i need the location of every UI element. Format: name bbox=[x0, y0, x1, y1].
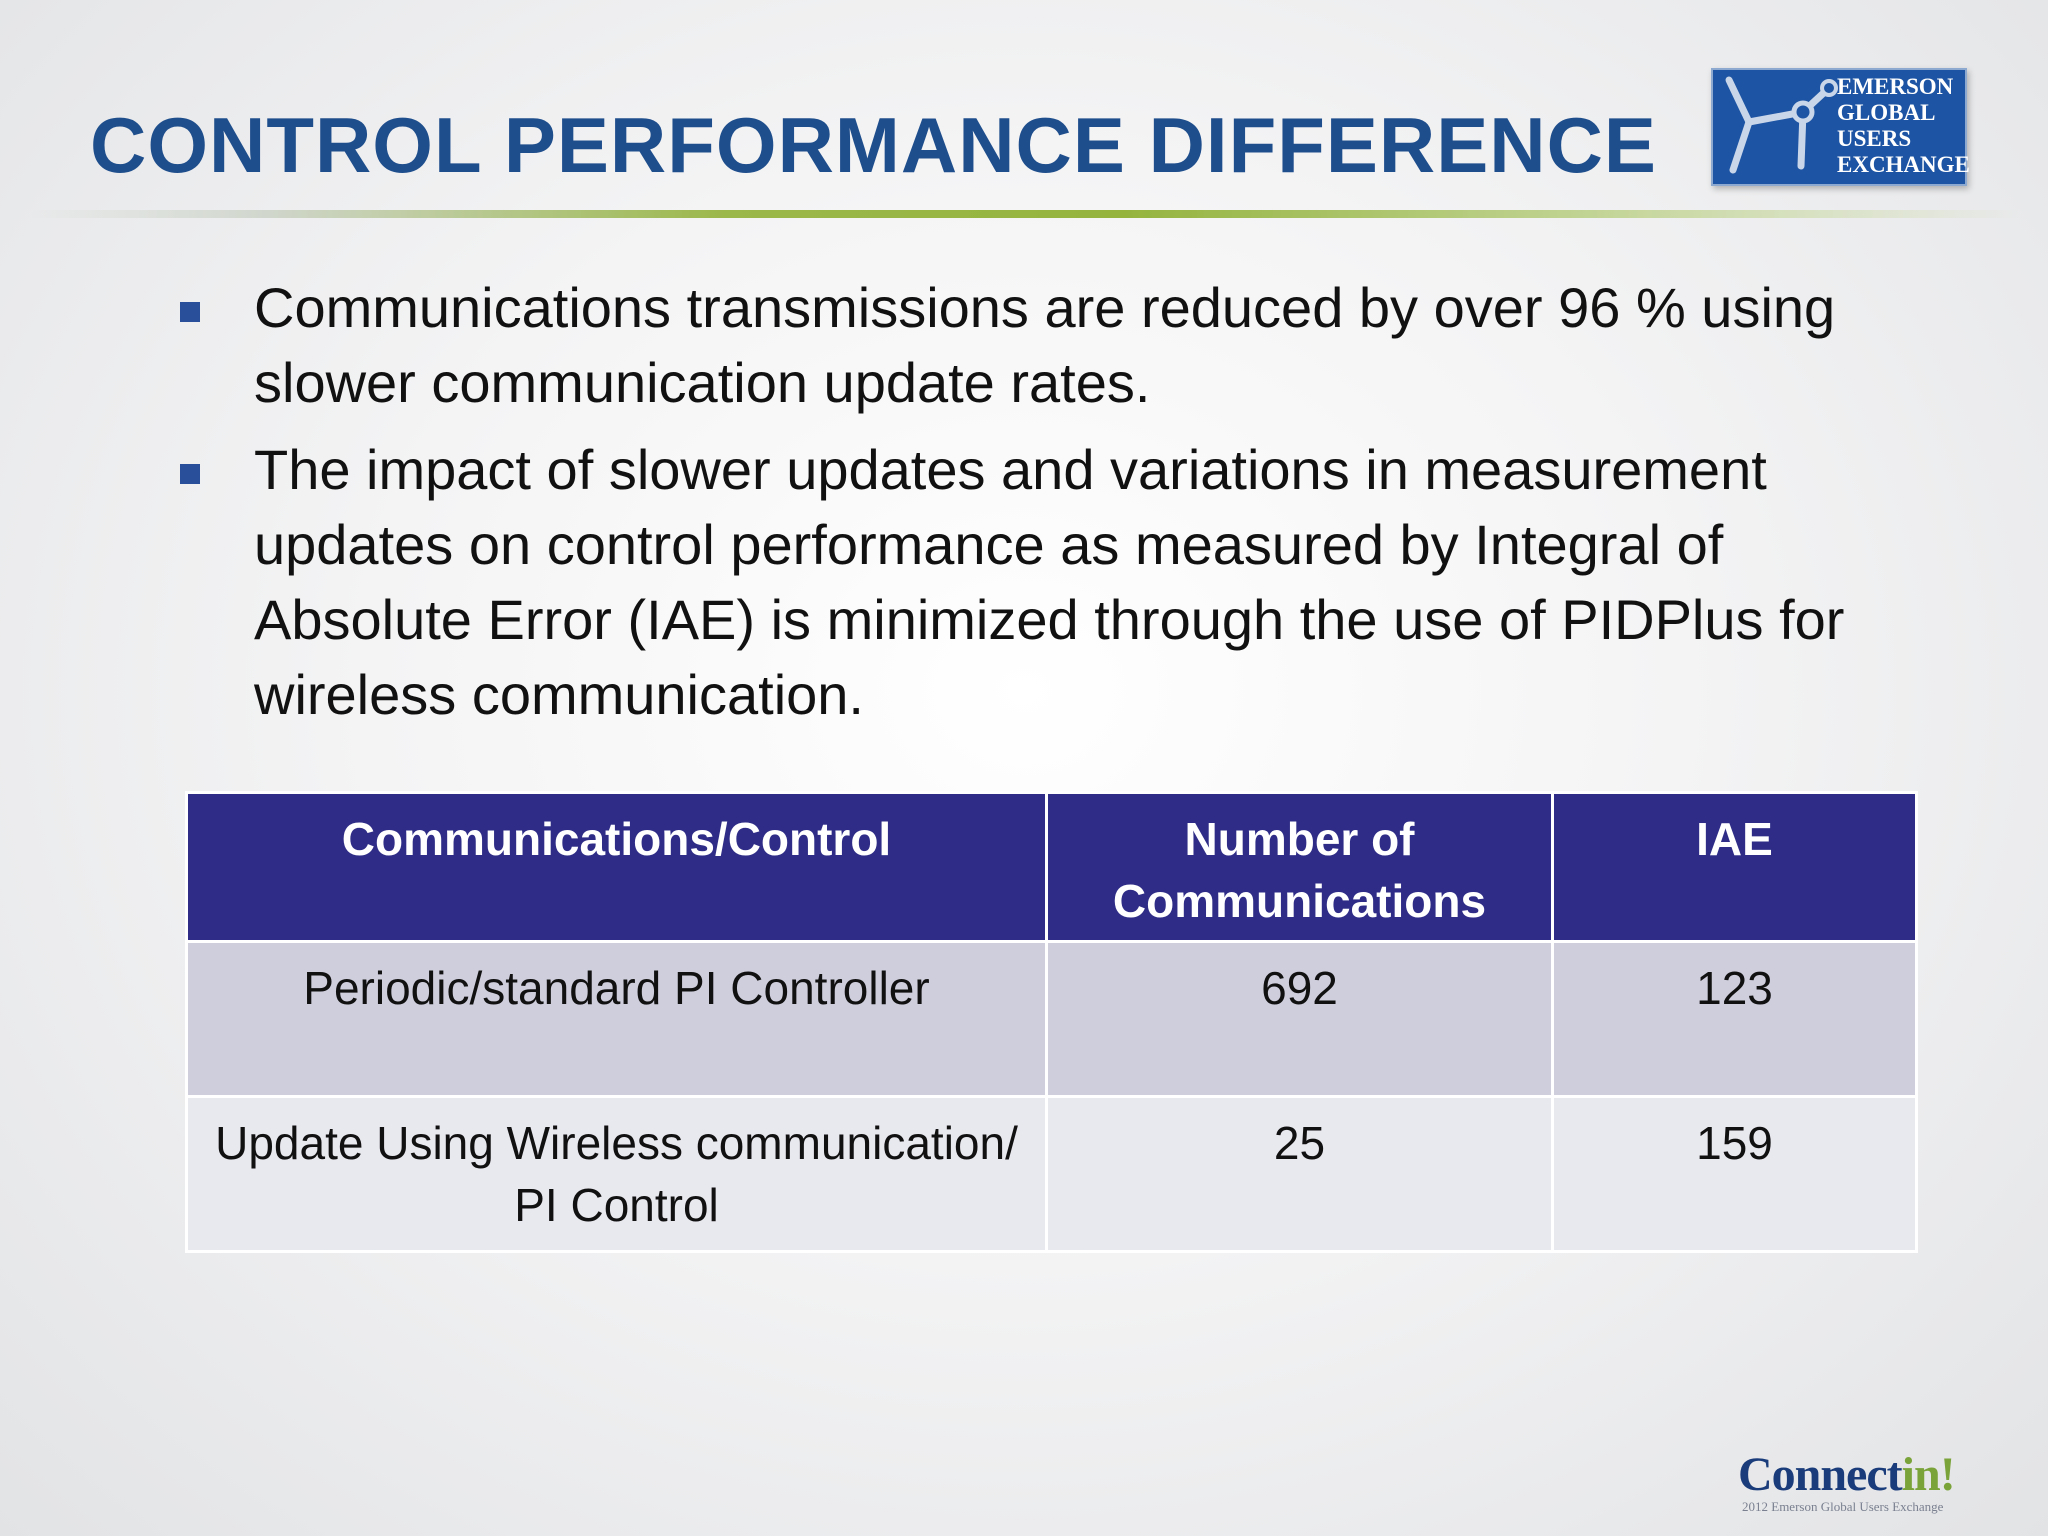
bullet-item: Communications transmissions are reduced… bbox=[180, 270, 1880, 420]
table-cell-iae: 123 bbox=[1551, 940, 1918, 1098]
title-divider bbox=[30, 210, 2020, 218]
logo-line-4: Exchange bbox=[1837, 152, 1970, 177]
table-cell-communications: 25 bbox=[1045, 1095, 1554, 1253]
connect-in-logo: Connectin! 2012 Emerson Global Users Exc… bbox=[1738, 1449, 2018, 1519]
table-cell-method: Update Using Wireless communication/ PI … bbox=[185, 1095, 1048, 1253]
bullet-text: The impact of slower updates and variati… bbox=[254, 438, 1845, 726]
bullet-list: Communications transmissions are reduced… bbox=[180, 270, 1880, 744]
table-row: Update Using Wireless communication/ PI … bbox=[185, 1095, 1918, 1253]
page-title: CONTROL PERFORMANCE DIFFERENCE bbox=[90, 101, 1657, 189]
column-header-communications-control: Communications/Control bbox=[185, 791, 1048, 943]
square-bullet-icon bbox=[180, 464, 200, 484]
footer-brand-main: Connect bbox=[1738, 1448, 1903, 1501]
emerson-global-users-exchange-logo: Emerson Global Users Exchange bbox=[1711, 68, 1970, 186]
column-header-number-of-communications: Number of Communications bbox=[1045, 791, 1554, 943]
footer-subtitle: 2012 Emerson Global Users Exchange bbox=[1742, 1499, 1944, 1514]
logo-line-3: Users bbox=[1837, 126, 1912, 151]
table-header-row: Communications/Control Number of Communi… bbox=[185, 791, 1918, 943]
table-row: Periodic/standard PI Controller 692 123 bbox=[185, 940, 1918, 1098]
logo-line-1: Emerson bbox=[1837, 74, 1954, 99]
comparison-table: Communications/Control Number of Communi… bbox=[185, 791, 1918, 1253]
molecule-logo-icon bbox=[1725, 76, 1838, 174]
bullet-item: The impact of slower updates and variati… bbox=[180, 432, 1880, 732]
logo-wordmark: Emerson Global Users Exchange bbox=[1837, 74, 1970, 178]
footer-brand-accent: in! bbox=[1901, 1448, 1956, 1501]
footer-brand: Connectin! bbox=[1738, 1449, 2018, 1501]
bullet-text: Communications transmissions are reduced… bbox=[254, 276, 1836, 414]
column-header-iae: IAE bbox=[1551, 791, 1918, 943]
square-bullet-icon bbox=[180, 302, 200, 322]
table-cell-method: Periodic/standard PI Controller bbox=[185, 940, 1048, 1098]
logo-line-2: Global bbox=[1837, 100, 1936, 125]
table-cell-communications: 692 bbox=[1045, 940, 1554, 1098]
table-cell-iae: 159 bbox=[1551, 1095, 1918, 1253]
